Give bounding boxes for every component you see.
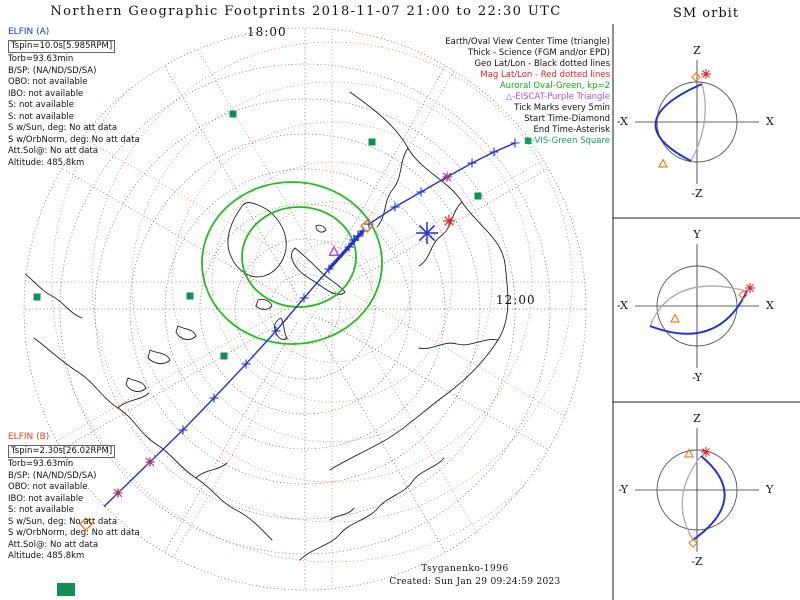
info-line: S: not available: [8, 505, 74, 515]
legend-item: Tick Marks every 5min: [514, 103, 610, 113]
elfin-b-label: ELFIN (B): [8, 432, 50, 442]
info-line: Altitude: 485.8km: [8, 551, 85, 561]
elfin-a-label: ELFIN (A): [8, 27, 50, 37]
sm-axis-label: -Z: [691, 187, 703, 200]
info-line: Torb=93.63min: [8, 54, 74, 64]
track-markers: [79, 215, 455, 531]
info-line: S w/OrbNorm, deg: No att data: [8, 528, 140, 538]
sm-axis-label: -Y: [618, 483, 628, 496]
geo-grid: [23, 27, 587, 591]
legend-item: End Time-Asterisk: [533, 125, 610, 135]
corner-square: [57, 583, 75, 596]
info-line: OBO: not available: [8, 77, 88, 87]
sm-axis-label: X: [766, 115, 774, 128]
satellite-track: [81, 138, 520, 529]
info-line: S: not available: [8, 100, 74, 110]
panel-dividers: [612, 24, 800, 600]
time-label-1800: 18:00: [247, 25, 287, 39]
mag-grid: [23, 27, 587, 591]
info-line: Torb=93.63min: [8, 459, 74, 469]
legend-item: Auroral Oval-Green, kp=2: [499, 81, 610, 91]
legend-item: Geo Lat/Lon - Black dotted lines: [474, 59, 610, 69]
legend-item: Thick - Science (FGM and/or EPD): [467, 48, 610, 58]
elfin-a-tspin: Tspin=10.0s[5.985RPM]: [8, 39, 116, 53]
legend-item: Start Time-Diamond: [524, 114, 610, 124]
sm-axis-label: X: [766, 299, 774, 312]
vis-stations: [33, 110, 482, 596]
info-line: Att.Sol@: No att data: [8, 539, 99, 550]
sm-axis-label: -X: [616, 115, 628, 128]
sm-axis-label: -Y: [692, 371, 702, 384]
info-line: OBO: not available: [8, 482, 88, 492]
info-line: S: not available: [8, 111, 74, 122]
info-line: IBO: not available: [8, 88, 84, 99]
legend-item: △-EISCAT-Purple Triangle: [505, 92, 610, 102]
elfin-b-lines: Torb=93.63min B/SP: (NA/ND/SD/SA) OBO: not…: [8, 459, 140, 563]
sm-orbit-panels: [635, 60, 759, 552]
elfin-a-info: ELFIN (A) Tspin=10.0s[5.985RPM] Torb=93.…: [8, 27, 140, 169]
sm-orbit-title: SM orbit: [672, 6, 740, 21]
auroral-oval: [201, 181, 383, 345]
sm-axis-label: -Z: [691, 555, 703, 568]
info-line: IBO: not available: [8, 493, 84, 504]
info-line: Att.Sol@: No att data: [8, 146, 99, 156]
info-line: Altitude: 485.8km: [8, 157, 85, 168]
created-timestamp: Created: Sun Jan 29 09:24:59 2023: [389, 577, 561, 587]
time-label-1200: 12:00: [496, 293, 536, 307]
elfin-b-info: ELFIN (B) Tspin=2.30s[26.02RPM] Torb=93.…: [8, 432, 140, 563]
elfin-b-tspin: Tspin=2.30s[26.02RPM]: [8, 444, 116, 458]
info-line: B/SP: (NA/ND/SD/SA): [8, 65, 97, 76]
map-title: Northern Geographic Footprints 2018-11-0…: [50, 4, 562, 19]
info-line: S w/Sun, deg: No att data: [8, 516, 118, 527]
sm-axis-label: Y: [693, 228, 701, 241]
elfin-a-lines: Torb=93.63min B/SP: (NA/ND/SD/SA) OBO: not…: [8, 54, 140, 169]
info-line: S w/OrbNorm, deg: No att data: [8, 134, 140, 145]
sm-axis-label: Z: [693, 412, 701, 425]
sm-axis-label: -X: [616, 299, 628, 312]
coastlines: [23, 91, 509, 561]
model-label: Tsyganenko-1996: [421, 564, 509, 574]
info-line: S w/Sun, deg: No att data: [8, 123, 118, 133]
info-line: B/SP: (NA/ND/SD/SA): [8, 470, 97, 481]
sm-axis-label: Y: [766, 483, 774, 496]
legend-item: Mag Lat/Lon - Red dotted lines: [480, 70, 610, 80]
legend-item: ■-VIS-Green Square: [523, 136, 610, 146]
map-legend: Earth/Oval View Center Time (triangle) Th…: [348, 37, 610, 147]
sm-axis-label: Z: [693, 44, 701, 57]
legend-item: Earth/Oval View Center Time (triangle): [445, 37, 610, 47]
